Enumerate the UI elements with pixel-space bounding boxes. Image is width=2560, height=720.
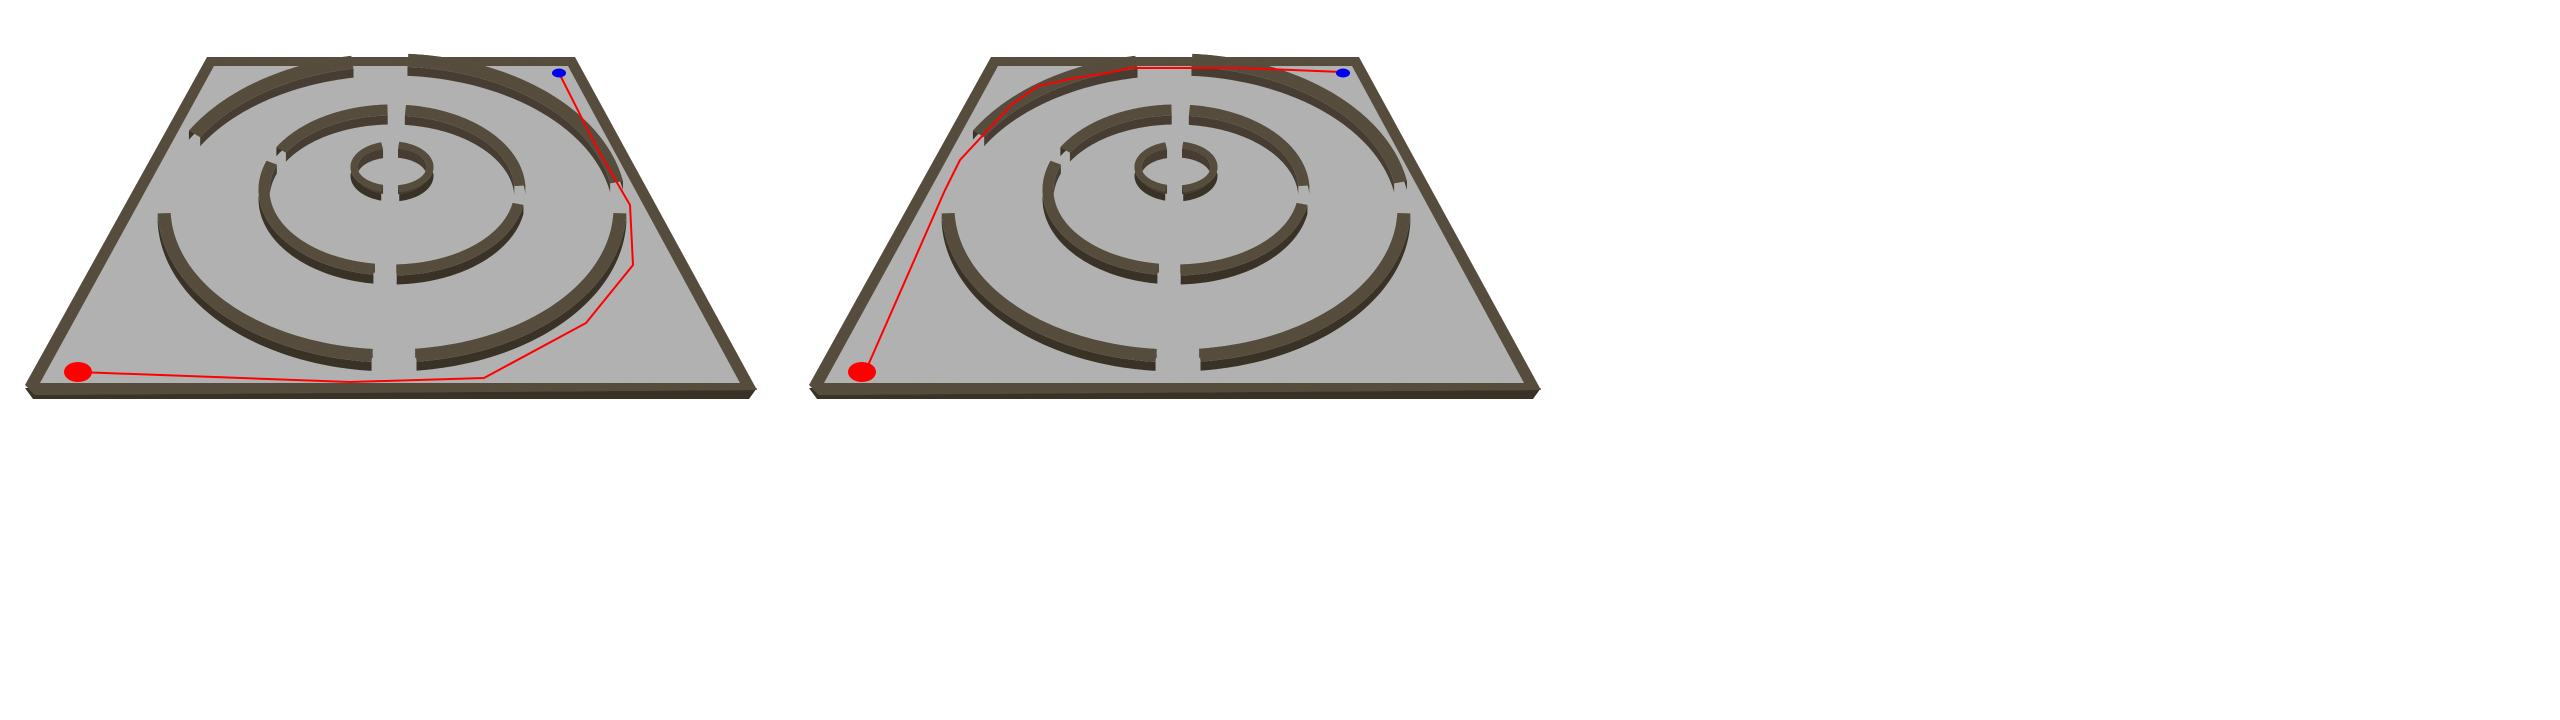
- middle-ring-wall-upper-right: [404, 104, 526, 196]
- start-marker: [848, 362, 876, 382]
- middle-ring-wall-right-lower: [1180, 202, 1308, 285]
- inner-ring-wall-left: [350, 142, 384, 201]
- outer-ring-wall-upper-left: [188, 55, 354, 147]
- middle-ring-wall-upper-left: [276, 104, 388, 162]
- outer-ring-wall-left-lower: [941, 212, 1157, 371]
- middle-ring-wall-left: [1042, 160, 1159, 284]
- middle-ring-wall-upper-right: [1188, 104, 1310, 196]
- inner-ring-wall-right: [1181, 141, 1218, 202]
- maze-floor: [40, 66, 740, 383]
- maze-view-right: [809, 53, 1541, 399]
- planned-path-left: [77, 72, 635, 384]
- middle-ring-wall-upper-left: [1060, 104, 1172, 162]
- goal-marker: [552, 68, 566, 78]
- planned-path-right: [865, 67, 1343, 371]
- goal-marker: [1336, 68, 1350, 78]
- outer-ring-wall-top-right: [1191, 53, 1407, 193]
- inner-ring-wall-left: [1134, 142, 1168, 201]
- inner-ring-wall-right: [397, 141, 434, 202]
- outer-ring-wall-top-right: [407, 53, 623, 193]
- middle-ring-wall-left: [258, 160, 375, 284]
- start-marker: [64, 362, 92, 382]
- maze-view-left: [25, 53, 757, 399]
- outer-ring-wall-right-lower: [415, 212, 627, 371]
- middle-ring-wall-right-lower: [396, 202, 524, 285]
- outer-ring-wall-left-lower: [157, 212, 373, 371]
- outer-ring-wall-right-lower: [1199, 212, 1411, 371]
